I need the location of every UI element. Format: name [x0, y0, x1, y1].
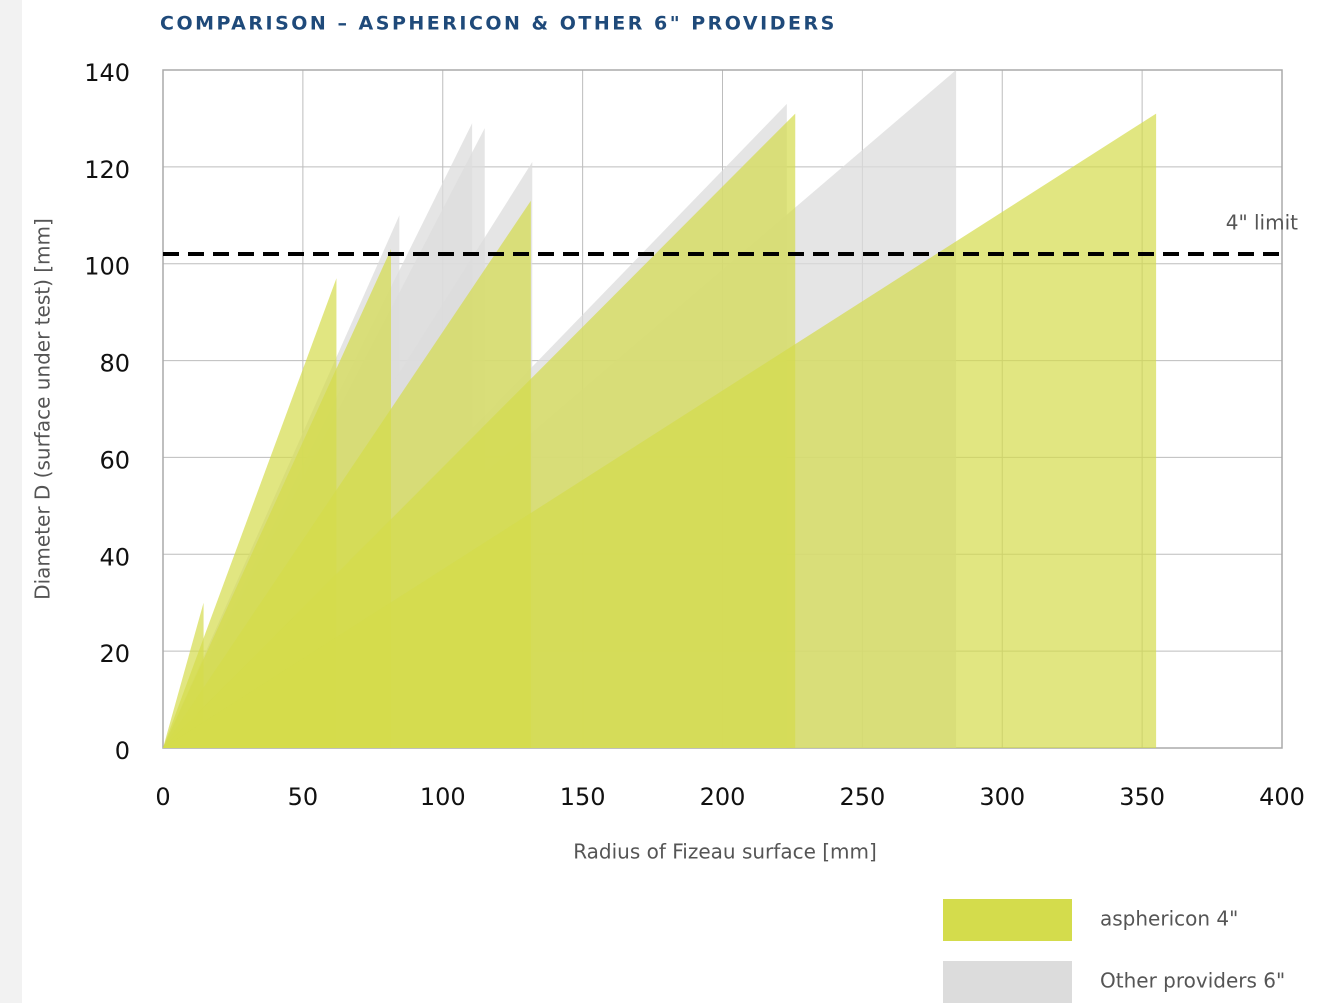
- y-tick-label: 140: [84, 59, 130, 87]
- side-strip: [0, 0, 22, 1003]
- reference-label: 4" limit: [1226, 211, 1298, 235]
- x-tick-label: 150: [560, 783, 606, 811]
- x-tick-label: 0: [155, 783, 170, 811]
- y-tick-label: 60: [99, 446, 130, 474]
- y-tick-label: 80: [99, 350, 130, 378]
- x-tick-label: 400: [1259, 783, 1305, 811]
- chart-title: COMPARISON – ASPHERICON & OTHER 6" PROVI…: [160, 13, 837, 35]
- legend-label: asphericon 4": [1100, 907, 1238, 931]
- x-tick-label: 200: [700, 783, 746, 811]
- legend-swatch: [943, 961, 1072, 1003]
- legend-swatch: [943, 899, 1072, 941]
- x-tick-label: 350: [1119, 783, 1165, 811]
- y-tick-label: 40: [99, 543, 130, 571]
- triangle-area: [163, 113, 1157, 749]
- x-tick-label: 300: [979, 783, 1025, 811]
- plot: 0 20 40 60 80 100 120 140 0 50 100 150 200 250 300 350 4…: [84, 59, 1305, 1003]
- x-axis-label: Radius of Fizeau surface [mm]: [573, 840, 877, 864]
- y-axis-label: Diameter D (surface under test) [mm]: [31, 218, 55, 600]
- y-tick-label: 20: [99, 640, 130, 668]
- x-tick-label: 250: [839, 783, 885, 811]
- y-tick-label: 120: [84, 156, 130, 184]
- x-tick-label: 100: [420, 783, 466, 811]
- y-tick-label: 100: [84, 253, 130, 281]
- y-tick-label: 0: [115, 737, 130, 765]
- x-tick-label: 50: [288, 783, 319, 811]
- legend-label: Other providers 6": [1100, 969, 1285, 993]
